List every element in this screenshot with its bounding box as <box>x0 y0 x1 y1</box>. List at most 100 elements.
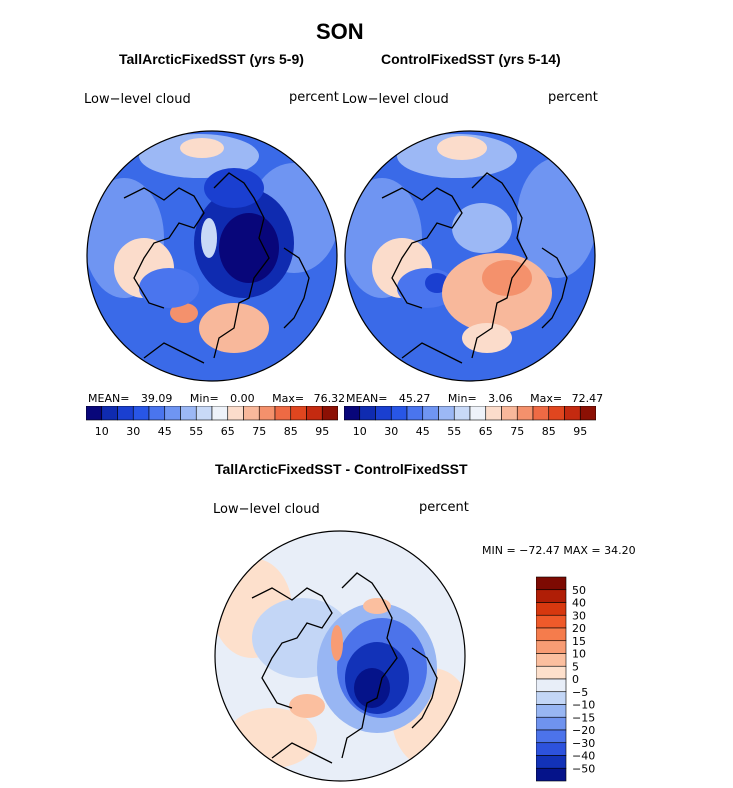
panel2-colorbar-swatch <box>390 406 408 421</box>
panel3-colorbar-swatch <box>536 576 567 591</box>
panel1-mean-value: 39.09 <box>140 392 173 405</box>
panel3-colorbar-tick-label: 15 <box>572 635 586 648</box>
panel3-colorbar-tick-label: 50 <box>572 584 586 597</box>
panel2-field-pale2 <box>452 203 512 253</box>
panel1-colorbar-swatch <box>306 406 323 421</box>
panel1-colorbar-swatch <box>243 406 260 421</box>
figure-title: SON <box>316 19 364 44</box>
panel2-colorbar: 10 30 45 55 65 75 85 95 <box>344 406 596 438</box>
panel2-colorbar-swatch <box>579 406 596 421</box>
panel1-colorbar-swatch <box>321 406 338 421</box>
panel3-colorbar-tick-label: −10 <box>572 699 595 712</box>
panel3-colorbar-tick-label: −40 <box>572 750 595 763</box>
panel1-field-warm <box>180 138 224 158</box>
panel2-mean-value: 45.27 <box>398 392 431 405</box>
panel1-colorbar-swatch <box>164 406 181 421</box>
panel2-colorbar-tick-label: 95 <box>573 425 587 438</box>
panel3-colorbar-swatch <box>536 602 567 616</box>
panel2-min-value: 3.06 <box>488 392 513 405</box>
panel1-colorbar-swatch <box>101 406 118 421</box>
panel2-colorbar-swatch <box>359 406 376 421</box>
panel2-colorbar-swatch <box>375 406 392 421</box>
panel1-colorbar-tick-label: 85 <box>284 425 298 438</box>
panel3-map <box>214 530 466 782</box>
panel1-field-mid <box>139 268 199 308</box>
panel3-colorbar-swatch <box>536 742 567 756</box>
panel3-field-warm-spot3 <box>289 694 325 718</box>
panel2-colorbar-swatch <box>548 406 565 421</box>
panel2-colorbar-swatch <box>344 406 361 421</box>
panel2-stats: MEAN= 45.27 Min= 3.06 Max= 72.47 <box>346 392 603 405</box>
panel3-colorbar-swatch <box>536 678 567 693</box>
panel2-colorbar-swatch <box>469 406 487 421</box>
panel3-colorbar-tick-label: 30 <box>572 609 586 622</box>
panel3-coastline <box>251 572 438 764</box>
panel1-min-value: 0.00 <box>230 392 255 405</box>
panel3-colorbar-tick-label: −5 <box>572 686 588 699</box>
panel3-colorbar-swatch <box>536 653 567 667</box>
panel1-stats: MEAN= 39.09 Min= 0.00 Max= 76.32 <box>88 392 345 405</box>
panel1-colorbar-swatch <box>258 406 276 421</box>
panel1-colorbar-swatch <box>290 406 307 421</box>
panel2-units-label: percent <box>548 90 598 105</box>
panel2-field-light2 <box>517 158 595 278</box>
panel2-colorbar-swatch <box>516 406 534 421</box>
panel1-field-deep2 <box>204 168 264 208</box>
panel1-field-pale2 <box>201 218 217 258</box>
panel3-field-warm-spot2 <box>363 598 391 614</box>
panel3-units-label: percent <box>419 500 469 515</box>
panel3-colorbar-tick-label: 20 <box>572 622 586 635</box>
panel1-colorbar-tick-label: 75 <box>252 425 266 438</box>
panel1-colorbar-tick-label: 30 <box>126 425 140 438</box>
panel3-colorbar-swatch <box>536 691 567 705</box>
panel1-colorbar: 10 30 45 55 65 75 85 95 <box>86 406 338 438</box>
panel2-colorbar-tick-label: 45 <box>416 425 430 438</box>
panel3-colorbar-tick-label: 40 <box>572 597 586 610</box>
panel1-colorbar-swatch <box>148 406 166 421</box>
panel3-colorbar-tick-label: −50 <box>572 762 595 775</box>
panel3-field-warm-spot <box>331 625 343 661</box>
panel2-colorbar-swatch <box>422 406 439 421</box>
panel1-colorbar-swatch <box>180 406 197 421</box>
panel3-colorbar-swatch <box>536 665 567 680</box>
panel2-colorbar-tick-label: 85 <box>542 425 556 438</box>
panel2-colorbar-swatch <box>453 406 471 421</box>
panel1-variable-label: Low−level cloud <box>84 92 191 107</box>
panel2-colorbar-swatch <box>532 406 550 421</box>
panel3-colorbar-tick-label: −15 <box>572 711 595 724</box>
panel3-colorbar-swatch <box>536 614 567 629</box>
panel3-colorbar-swatch <box>536 704 567 718</box>
panel1-field-deepest <box>219 213 279 283</box>
panel3-colorbar-tick-label: 10 <box>572 648 586 661</box>
panel3-colorbar-swatch <box>536 640 567 654</box>
panel2-colorbar-swatch <box>438 406 455 421</box>
panel2-mean-label: MEAN= <box>346 392 388 405</box>
panel2-variable-label: Low−level cloud <box>342 92 449 107</box>
panel3-colorbar-swatch <box>536 589 567 603</box>
panel3-colorbar-swatch <box>536 716 567 731</box>
panel1-max-value: 76.32 <box>313 392 346 405</box>
panel2-max-value: 72.47 <box>571 392 604 405</box>
panel1-colorbar-swatch <box>211 406 229 421</box>
panel1-colorbar-swatch <box>195 406 213 421</box>
panel1-coastline <box>123 172 310 364</box>
panel1-colorbar-tick-label: 55 <box>189 425 203 438</box>
panel2-colorbar-tick-label: 75 <box>510 425 524 438</box>
panel1-colorbar-swatch <box>86 406 103 421</box>
panel3-colorbar-tick-label: −30 <box>572 737 595 750</box>
panel1-colorbar-swatch <box>132 406 150 421</box>
panel3-colorbar-swatch <box>536 767 567 782</box>
panel1-mean-label: MEAN= <box>88 392 130 405</box>
panel2-map-border <box>344 130 596 382</box>
panel2-title: ControlFixedSST (yrs 5-14) <box>381 51 561 67</box>
panel1-units-label: percent <box>289 90 339 105</box>
panel2-coastline <box>381 172 568 364</box>
panel2-map <box>344 130 596 382</box>
panel1-colorbar-tick-label: 45 <box>158 425 172 438</box>
panel3-minmax-text: MIN = −72.47 MAX = 34.20 <box>482 544 636 557</box>
panel1-max-label: Max= <box>272 392 305 405</box>
panel1-map <box>86 130 338 382</box>
panel3-colorbar-swatch <box>536 729 567 744</box>
panel1-map-border <box>86 130 338 382</box>
